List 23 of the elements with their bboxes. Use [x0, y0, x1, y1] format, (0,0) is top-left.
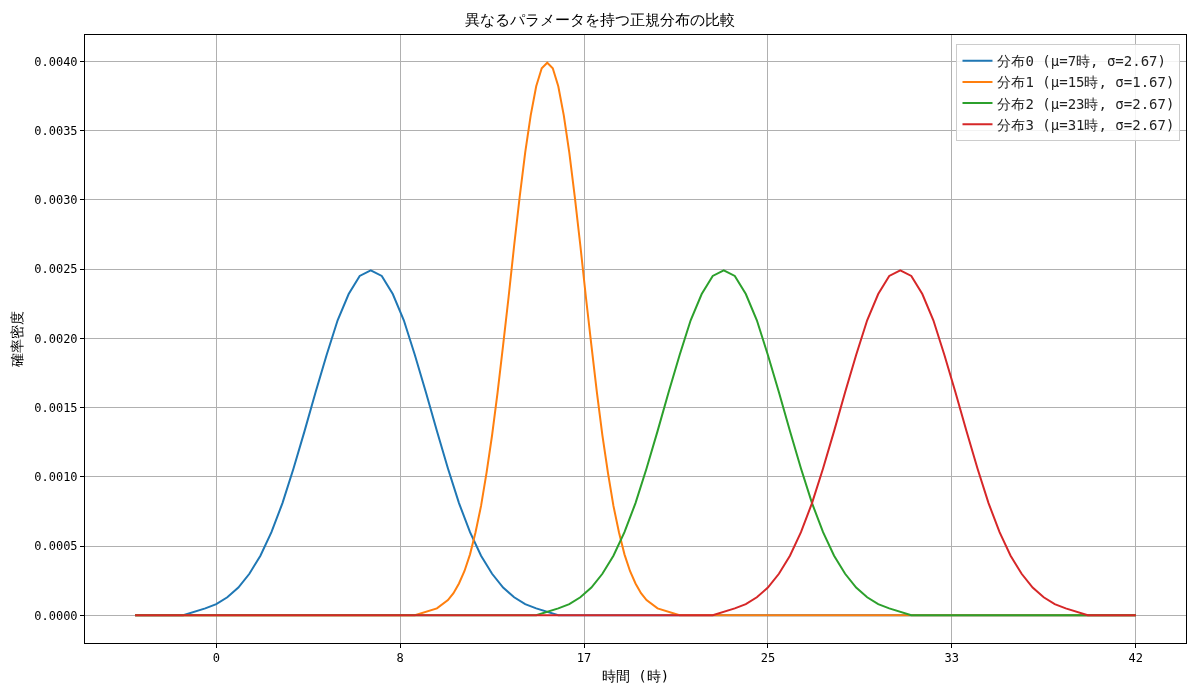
legend-label: 分布3 (μ=31時, σ=2.67) — [997, 116, 1175, 133]
y-tick-label: 0.0000 — [34, 608, 78, 623]
legend-label: 分布2 (μ=23時, σ=2.67) — [997, 95, 1175, 112]
x-tick-label: 33 — [944, 651, 959, 666]
x-axis-title: 時間 (時) — [601, 667, 670, 684]
x-tick-label: 42 — [1128, 651, 1143, 666]
y-axis-title: 確率密度 — [8, 311, 25, 368]
legend-label: 分布1 (μ=15時, σ=1.67) — [997, 74, 1175, 91]
x-tick-label: 8 — [396, 651, 404, 666]
legend-label: 分布0 (μ=7時, σ=2.67) — [997, 53, 1166, 70]
y-tick-label: 0.0010 — [34, 470, 78, 484]
y-tick-label: 0.0035 — [34, 123, 78, 138]
line-series — [134, 269, 1137, 617]
x-tick-label: 17 — [576, 651, 592, 666]
x-tick-label: 0 — [212, 651, 220, 666]
y-tick-label: 0.0030 — [34, 193, 78, 208]
y-tick-label: 0.0020 — [34, 331, 78, 346]
y-tick-label: 0.0005 — [34, 539, 78, 554]
chart-title: 異なるパラメータを持つ正規分布の比較 — [465, 10, 735, 29]
y-tick-label: 0.0015 — [34, 400, 78, 415]
y-tick-label: 0.0025 — [34, 262, 78, 277]
y-tick-label: 0.0040 — [34, 54, 78, 69]
x-tick-label: 25 — [760, 651, 776, 666]
